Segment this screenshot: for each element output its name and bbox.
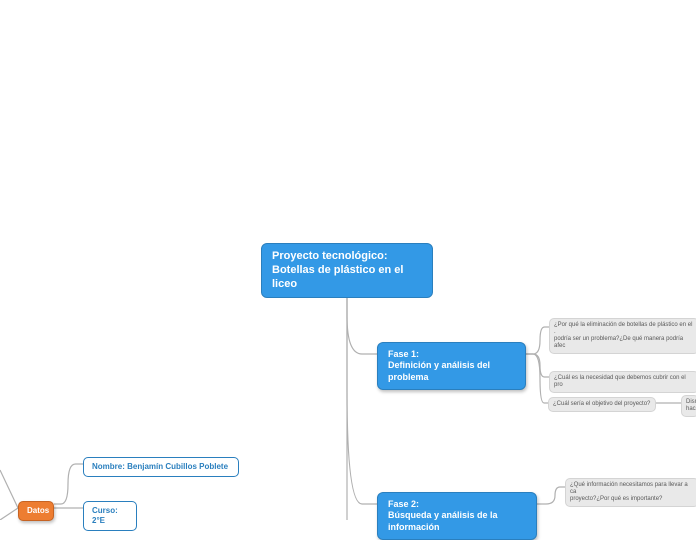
connector bbox=[0, 470, 18, 508]
connector bbox=[0, 508, 18, 520]
connector bbox=[54, 464, 83, 504]
connector bbox=[526, 354, 549, 377]
connector bbox=[537, 487, 565, 504]
fase1-node[interactable]: Fase 1: Definición y análisis del proble… bbox=[377, 342, 526, 390]
curso-node[interactable]: Curso: 2°E bbox=[83, 501, 137, 531]
datos-node[interactable]: Datos bbox=[18, 501, 54, 521]
root-node[interactable]: Proyecto tecnológico: Botellas de plásti… bbox=[261, 243, 433, 298]
connector bbox=[526, 354, 548, 403]
nombre-node[interactable]: Nombre: Benjamín Cubillos Poblete bbox=[83, 457, 239, 477]
fase2-line2: Búsqueda y análisis de la información bbox=[388, 510, 498, 531]
question4-text: ¿Qué información necesitamos para llevar… bbox=[570, 482, 688, 502]
question2-node[interactable]: ¿Cuál es la necesidad que debemos cubrir… bbox=[549, 371, 696, 393]
connector bbox=[526, 327, 549, 354]
question3-text: ¿Cuál sería el objetivo del proyecto? bbox=[553, 401, 650, 407]
nombre-text: Nombre: Benjamín Cubillos Poblete bbox=[92, 462, 228, 471]
question4-node[interactable]: ¿Qué información necesitamos para llevar… bbox=[565, 478, 696, 507]
root-line2: Botellas de plástico en el liceo bbox=[272, 264, 403, 290]
question3b-text: Dismhaca bbox=[686, 399, 696, 412]
question1-node[interactable]: ¿Por qué la eliminación de botellas de p… bbox=[549, 318, 696, 354]
datos-text: Datos bbox=[27, 506, 49, 515]
fase1-line2: Definición y análisis del problema bbox=[388, 360, 490, 381]
question3b-node[interactable]: Dismhaca bbox=[681, 395, 696, 417]
question3-node[interactable]: ¿Cuál sería el objetivo del proyecto? bbox=[548, 397, 656, 412]
question2-text: ¿Cuál es la necesidad que debemos cubrir… bbox=[554, 375, 686, 388]
fase2-line1: Fase 2: bbox=[388, 499, 419, 509]
fase1-line1: Fase 1: bbox=[388, 349, 419, 359]
curso-text: Curso: 2°E bbox=[92, 506, 118, 525]
question1-text: ¿Por qué la eliminación de botellas de p… bbox=[554, 322, 692, 349]
root-line1: Proyecto tecnológico: bbox=[272, 250, 388, 262]
connector bbox=[347, 278, 377, 504]
fase2-node[interactable]: Fase 2: Búsqueda y análisis de la inform… bbox=[377, 492, 537, 540]
